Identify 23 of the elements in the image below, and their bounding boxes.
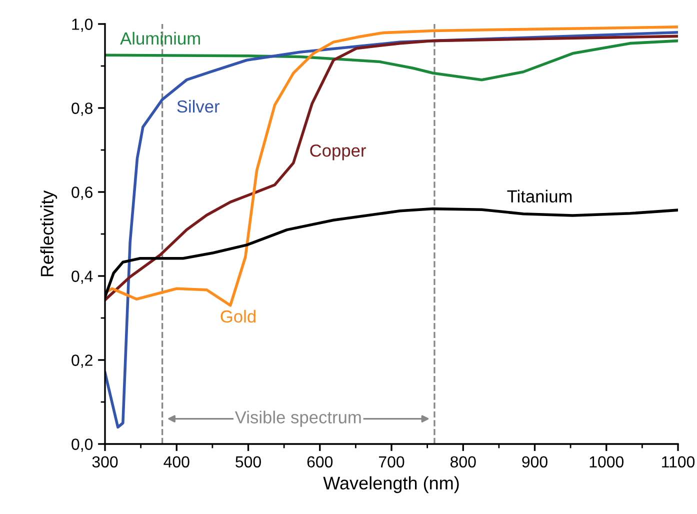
y-tick-label: 0,6 bbox=[72, 186, 92, 200]
y-tick-label: 0,8 bbox=[72, 102, 92, 116]
x-tick-label: 500 bbox=[236, 456, 261, 468]
series-label: Gold bbox=[220, 310, 256, 323]
y-tick-label: 0,0 bbox=[72, 438, 93, 452]
x-tick-label: 900 bbox=[522, 456, 548, 468]
series-label: Aluminium bbox=[120, 32, 200, 45]
y-axis-title: Reflectivity bbox=[40, 190, 58, 276]
x-axis-title: Wavelength (nm) bbox=[323, 476, 459, 494]
x-tick-label: 800 bbox=[450, 456, 476, 468]
x-tick-label: 700 bbox=[378, 456, 404, 468]
y-tick-label: 0,2 bbox=[72, 354, 92, 368]
y-tick-label: 0,4 bbox=[72, 270, 93, 284]
y-tick-label: 1,0 bbox=[72, 18, 93, 32]
series-label: Copper bbox=[310, 144, 366, 160]
annotation: Visible spectrum bbox=[234, 410, 361, 427]
x-tick-label: 1100 bbox=[662, 456, 695, 468]
x-tick-label: 400 bbox=[164, 456, 190, 468]
x-tick-label: 600 bbox=[307, 456, 333, 468]
x-tick-label: 1000 bbox=[590, 456, 624, 468]
series-label: Silver bbox=[177, 100, 220, 113]
x-tick-label: 300 bbox=[92, 456, 118, 468]
series-label: Titanium bbox=[507, 190, 572, 203]
